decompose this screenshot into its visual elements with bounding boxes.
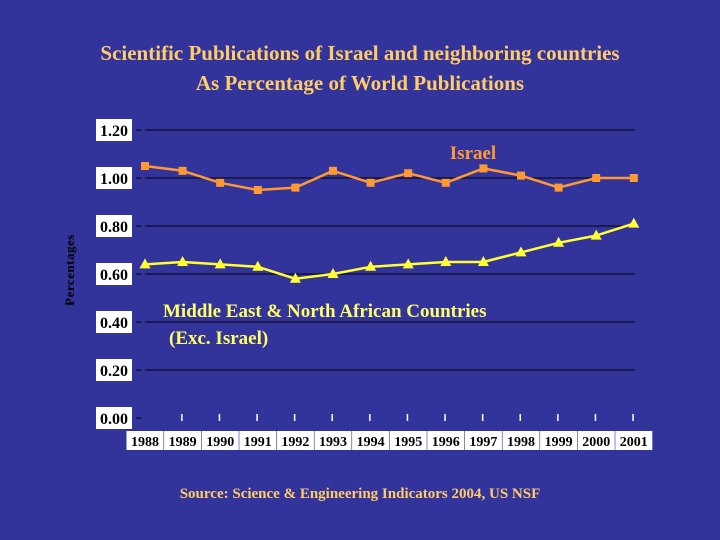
y-axis-label-box: Percentages bbox=[60, 220, 80, 320]
y-tick-label: 0.40 bbox=[100, 315, 128, 332]
x-tick-label: 1994 bbox=[357, 435, 385, 450]
y-tick-label: 0.60 bbox=[100, 267, 128, 284]
y-tick-label: 0.80 bbox=[100, 219, 128, 236]
data-point-israel bbox=[216, 179, 224, 187]
series-line-mena bbox=[145, 224, 634, 279]
x-tick-label: 1989 bbox=[169, 435, 197, 450]
x-tick-label: 2000 bbox=[582, 435, 610, 450]
x-tick-label: 1995 bbox=[394, 435, 422, 450]
y-tick-label: 1.00 bbox=[100, 171, 128, 188]
data-point-israel bbox=[179, 167, 187, 175]
data-point-israel bbox=[555, 184, 563, 192]
y-tick-label: 0.00 bbox=[100, 411, 128, 428]
data-point-israel bbox=[592, 174, 600, 182]
x-tick-label: 1992 bbox=[281, 435, 309, 450]
y-tick-label: 1.20 bbox=[100, 123, 128, 140]
x-tick-label: 1993 bbox=[319, 435, 347, 450]
data-point-israel bbox=[517, 172, 525, 180]
series-layer bbox=[140, 162, 640, 283]
chart-area: 0.00 0.20 0.40 0.60 0.80 1.00 1.20 1988 1989 199… bbox=[0, 0, 720, 540]
y-tick-label: 0.20 bbox=[100, 363, 128, 380]
data-point-israel bbox=[479, 164, 487, 172]
data-point-israel bbox=[141, 162, 149, 170]
x-tick-label: 1990 bbox=[206, 435, 234, 450]
data-point-israel bbox=[367, 179, 375, 187]
x-tick-label: 1999 bbox=[545, 435, 573, 450]
data-point-israel bbox=[254, 186, 262, 194]
x-tick-label: 1996 bbox=[432, 435, 460, 450]
x-tick-label: 1997 bbox=[469, 435, 497, 450]
x-tick-label: 1988 bbox=[131, 435, 159, 450]
data-point-israel bbox=[291, 184, 299, 192]
annotation-mena-line2: (Exc. Israel) bbox=[169, 328, 268, 349]
x-tick-label: 1998 bbox=[507, 435, 535, 450]
data-point-israel bbox=[630, 174, 638, 182]
source-note: Source: Science & Engineering Indicators… bbox=[0, 486, 720, 503]
x-tick-label: 2001 bbox=[620, 435, 648, 450]
data-point-israel bbox=[404, 169, 412, 177]
x-tick-label: 1991 bbox=[244, 435, 272, 450]
data-point-israel bbox=[442, 179, 450, 187]
y-axis-ticks: 0.00 0.20 0.40 0.60 0.80 1.00 1.20 bbox=[96, 119, 142, 429]
y-axis-label: Percentages bbox=[62, 234, 78, 306]
annotation-israel: Israel bbox=[450, 143, 496, 164]
data-point-israel bbox=[329, 167, 337, 175]
x-axis-ticks: 1988 1989 1990 1991 1992 1993 1994 1995 1996 1997… bbox=[127, 414, 653, 450]
annotation-mena-line1: Middle East & North African Countries bbox=[163, 301, 487, 322]
data-point-mena bbox=[628, 218, 639, 228]
